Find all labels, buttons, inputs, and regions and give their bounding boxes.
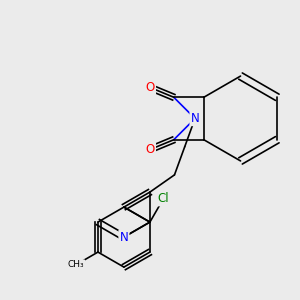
Text: O: O [146, 81, 155, 94]
Text: Cl: Cl [158, 192, 169, 205]
Text: N: N [119, 231, 128, 244]
Text: CH₃: CH₃ [68, 260, 84, 269]
Text: O: O [146, 143, 155, 156]
Text: N: N [190, 112, 200, 125]
